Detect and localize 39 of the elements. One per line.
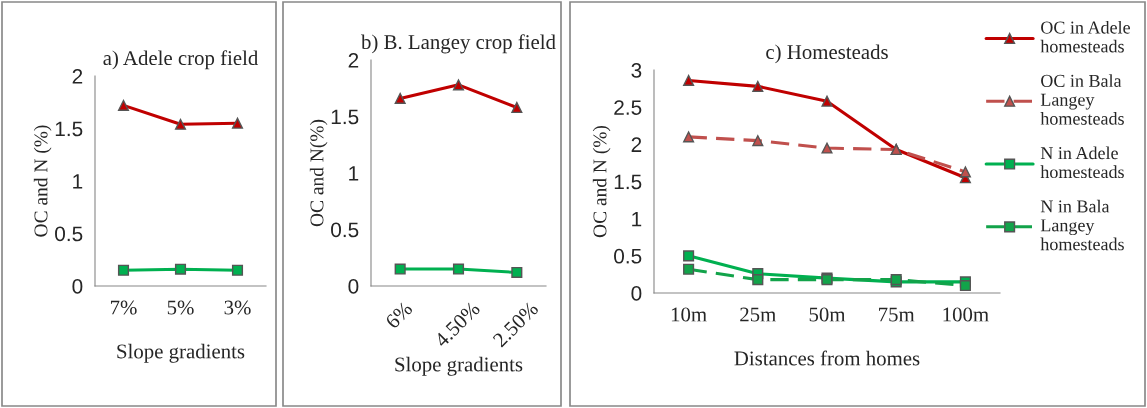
x-tick-label: 75m (879, 307, 915, 322)
y-tick-label: 0 (348, 279, 359, 294)
x-tick-label: 7% (110, 300, 137, 315)
y-tick-label: 1 (73, 174, 83, 189)
y-tick-label: 0 (72, 279, 83, 294)
x-axis-title: Slope gradients (117, 343, 245, 363)
y-tick-label: 1.5 (331, 109, 359, 125)
x-tick-label: 25m (740, 307, 776, 322)
legend-label: OC in Bala Langey homesteads (1040, 74, 1124, 125)
y-tick-label: 1 (349, 166, 359, 181)
legend-label: N in Adele homesteads (1040, 146, 1124, 179)
x-axis-title: Slope gradients (395, 356, 523, 376)
y-tick-label: 2 (72, 69, 83, 84)
y-tick-label: 2 (631, 137, 642, 152)
legend-label: N in Bala Langey homesteads (1040, 199, 1124, 251)
y-tick-label: 1.5 (614, 174, 642, 190)
y-tick-label: 0.5 (331, 222, 359, 238)
legend-label: OC in Adele homesteads (1040, 20, 1130, 53)
x-tick-label: 50m (809, 307, 846, 322)
y-axis-title: OC and N (%) (592, 125, 611, 238)
y-axis-title: OC and N(%) (309, 119, 328, 227)
y-tick-label: 1 (632, 211, 642, 227)
x-tick-label: 5% (167, 300, 194, 315)
chart-title: b) B. Langey crop field (361, 34, 556, 54)
y-tick-label: 0.5 (614, 248, 642, 264)
y-tick-label: 0 (631, 286, 642, 301)
x-tick-label: 6% (384, 300, 414, 330)
x-axis-title: Distances from homes (734, 350, 920, 366)
y-tick-label: 0.5 (55, 226, 83, 242)
y-tick-label: 3 (631, 63, 642, 78)
y-tick-label: 1.5 (55, 121, 83, 137)
y-axis-title: OC and N (%) (33, 125, 52, 237)
x-tick-label: 10m (671, 307, 707, 322)
chart-title: c) Homesteads (766, 44, 888, 64)
chart-title: a) Adele crop field (103, 50, 259, 70)
y-tick-label: 2 (348, 53, 359, 68)
x-tick-label: 3% (224, 300, 251, 315)
x-tick-label: 100m (943, 307, 989, 322)
y-tick-label: 2.5 (614, 100, 642, 115)
